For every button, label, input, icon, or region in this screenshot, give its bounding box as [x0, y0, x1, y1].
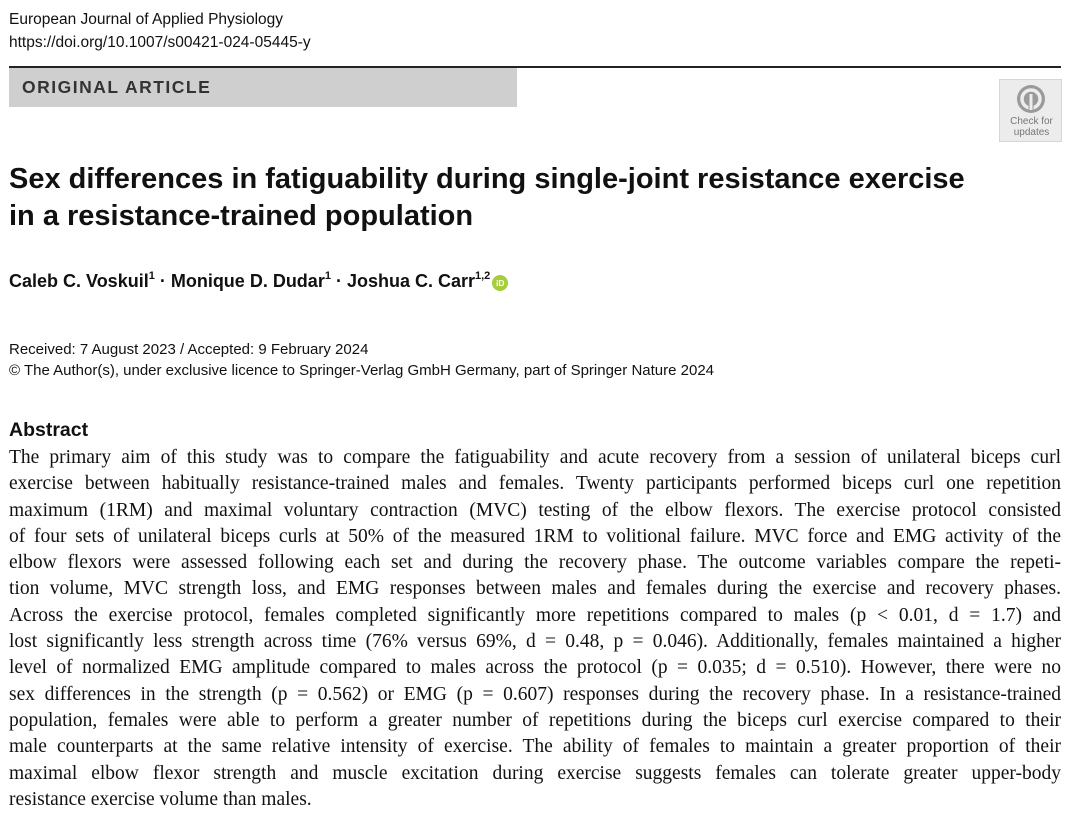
abstract-line: resistance exercise volume than males.	[9, 788, 312, 810]
abstract-line: Across the exercise protocol, females co…	[9, 604, 1061, 626]
abstract-line: exercise between habitually resistance-t…	[9, 473, 1061, 495]
check-for-updates-badge[interactable]: Check for updates	[999, 79, 1062, 142]
article-history: Received: 7 August 2023 / Accepted: 9 Fe…	[9, 339, 714, 381]
abstract-line: level of normalized EMG amplitude compar…	[9, 657, 1061, 679]
author-name[interactable]: Monique D. Dudar	[170, 271, 325, 291]
journal-header: European Journal of Applied Physiology h…	[9, 8, 311, 54]
crossmark-line2: updates	[1013, 127, 1050, 138]
title-line-1: Sex differences in fatiguability during …	[9, 163, 965, 195]
abstract-line: population, females were able to perform…	[9, 709, 1061, 731]
header-divider	[9, 66, 1061, 68]
author-name[interactable]: Caleb C. Voskuil	[9, 271, 149, 291]
abstract-text: The primary aim of this study was to com…	[9, 445, 1061, 813]
abstract-line: elbow flexors were assessed following ea…	[9, 552, 1061, 574]
article-title: Sex differences in fatiguability during …	[9, 161, 999, 235]
copyright-notice: © The Author(s), under exclusive licence…	[9, 362, 714, 379]
abstract-line: maximum (1RM) and maximal voluntary cont…	[9, 499, 1061, 521]
doi-link[interactable]: https://doi.org/10.1007/s00421-024-05445…	[9, 34, 311, 51]
author-separator: ·	[154, 271, 171, 291]
received-accepted-dates: Received: 7 August 2023 / Accepted: 9 Fe…	[9, 341, 369, 358]
author-name[interactable]: Joshua C. Carr	[346, 271, 475, 291]
crossmark-line1: Check for	[1010, 116, 1053, 127]
abstract-line: The primary aim of this study was to com…	[9, 447, 1061, 468]
crossmark-icon	[1017, 85, 1045, 113]
author-affiliation: 1,2	[475, 270, 491, 282]
article-type-label: ORIGINAL ARTICLE	[22, 77, 212, 97]
author-affiliation: 1	[148, 270, 155, 282]
abstract-line: lost significantly less strength across …	[9, 631, 1061, 653]
author-separator: ·	[330, 271, 347, 291]
abstract-line: sex differences in the strength (p = 0.5…	[9, 683, 1061, 705]
abstract-line: tion volume, MVC strength loss, and EMG …	[9, 578, 1061, 600]
title-line-2: in a resistance-trained population	[9, 200, 474, 232]
orcid-icon[interactable]: iD	[492, 275, 509, 291]
journal-name: European Journal of Applied Physiology	[9, 11, 284, 28]
abstract-line: of four sets of unilateral biceps curls …	[9, 525, 1061, 547]
abstract-line: maximal elbow flexor strength and muscle…	[9, 762, 1061, 784]
abstract-heading: Abstract	[9, 419, 89, 441]
author-affiliation: 1	[324, 270, 331, 282]
abstract-line: male counterparts at the same relative i…	[9, 736, 1061, 758]
article-type-banner: ORIGINAL ARTICLE	[9, 68, 517, 107]
author-list: Caleb C. Voskuil1 · Monique D. Dudar1 · …	[9, 270, 509, 292]
